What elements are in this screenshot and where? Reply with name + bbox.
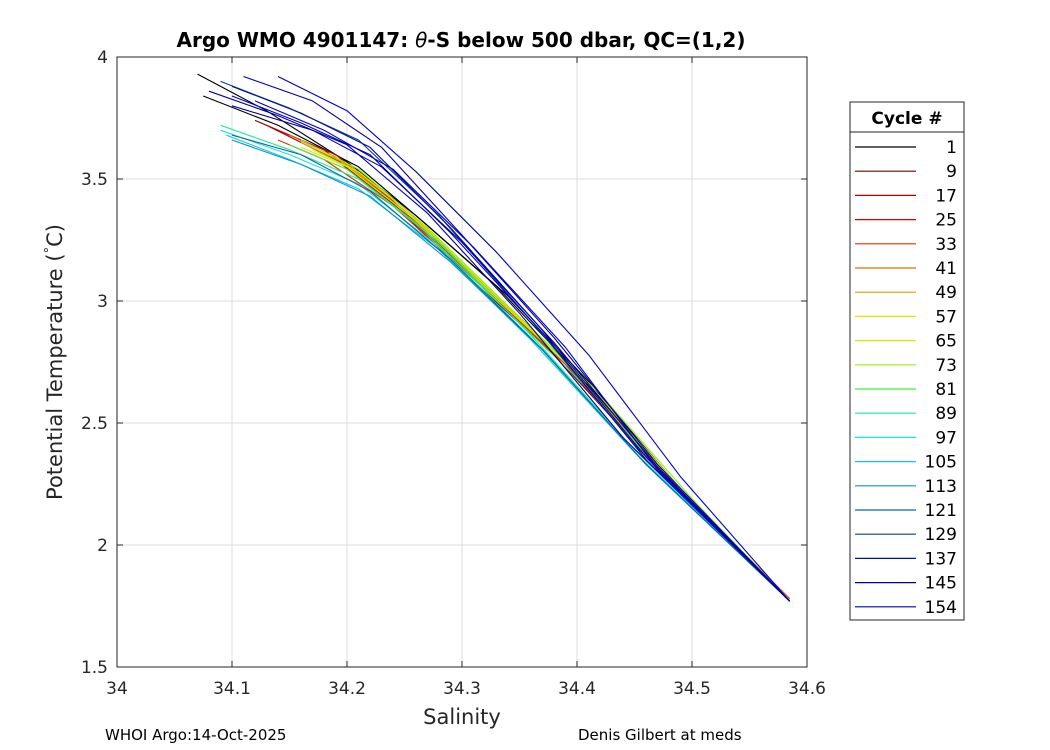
series-line-11 [300, 139, 791, 602]
y-axis-label-main: Potential Temperature ( [43, 253, 67, 500]
title-prefix: Argo WMO 4901147: [177, 28, 416, 52]
plot-area: 34 34.1 34.2 34.3 34.4 34.5 34.6 1.5 2 2.5 3 3.5 4 [81, 48, 826, 699]
legend-label: 129 [925, 525, 957, 545]
x-tick-label: 34 [106, 679, 128, 699]
legend-label: 33 [935, 235, 957, 255]
legend-label: 105 [925, 453, 957, 473]
y-tick-label: 3 [97, 292, 108, 312]
legend-label: 9 [946, 162, 957, 182]
y-tick-label: 2.5 [81, 414, 108, 434]
y-axis-label-unit: C) [43, 224, 67, 247]
legend: Cycle # 1 9 17 25 33 41 49 57 65 73 81 89 97 105 113 12… [849, 101, 965, 621]
y-tick-label: 3.5 [81, 170, 108, 190]
title-suffix: -S below 500 dbar, QC=(1,2) [427, 28, 745, 52]
series-line-25 [231, 105, 791, 602]
x-tick-label: 34.1 [213, 679, 251, 699]
series-line-17 [231, 134, 791, 602]
x-tick-label: 34.3 [443, 679, 481, 699]
legend-label: 137 [925, 549, 957, 569]
data-series-group [197, 73, 791, 602]
legend-label: 89 [935, 404, 957, 424]
footer-source-date: WHOI Argo:14-Oct-2025 [105, 726, 287, 744]
x-tick-label: 34.4 [558, 679, 596, 699]
y-tick-label: 4 [97, 48, 108, 68]
series-line-24 [254, 100, 791, 602]
chart-title: Argo WMO 4901147: θ-S below 500 dbar, QC… [177, 28, 746, 52]
series-line-21 [208, 90, 791, 602]
series-line-19 [231, 85, 791, 602]
legend-label: 97 [935, 428, 957, 448]
title-theta: θ [415, 28, 427, 52]
series-line-20 [243, 75, 791, 602]
legend-entries: 1 9 17 25 33 41 49 57 65 73 81 89 97 105 113 121 129 137 1… [855, 138, 957, 618]
legend-title: Cycle # [871, 109, 942, 129]
legend-label: 154 [925, 598, 957, 618]
x-tick-label: 34.5 [673, 679, 711, 699]
legend-label: 57 [935, 307, 957, 327]
legend-label: 145 [925, 574, 957, 594]
y-axis-label-degree: ° [43, 247, 58, 254]
legend-label: 65 [935, 332, 957, 352]
legend-label: 41 [935, 259, 957, 279]
x-tick-label: 34.6 [788, 679, 826, 699]
legend-label: 17 [935, 186, 957, 206]
legend-label: 121 [925, 501, 957, 521]
legend-label: 81 [935, 380, 957, 400]
legend-label: 113 [925, 477, 957, 497]
legend-label: 25 [935, 211, 957, 231]
y-axis-label: Potential Temperature (°C) [43, 224, 67, 500]
series-line-22 [231, 95, 791, 602]
x-axis-label: Salinity [423, 705, 501, 729]
series-line-23 [277, 76, 791, 602]
axis-ticks: 34 34.1 34.2 34.3 34.4 34.5 34.6 1.5 2 2.5 3 3.5 4 [81, 48, 826, 699]
footer-author: Denis Gilbert at meds [578, 726, 742, 744]
x-tick-label: 34.2 [328, 679, 366, 699]
legend-label: 1 [946, 138, 957, 158]
y-tick-label: 1.5 [81, 658, 108, 678]
y-tick-label: 2 [97, 536, 108, 556]
legend-label: 49 [935, 283, 957, 303]
legend-label: 73 [935, 356, 957, 376]
series-line-13 [220, 124, 791, 602]
